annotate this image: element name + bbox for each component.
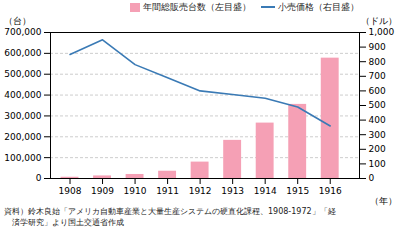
svg-text:1916: 1916 [319,186,342,196]
svg-text:100,000: 100,000 [4,153,41,163]
svg-text:1914: 1914 [254,186,277,196]
svg-text:1915: 1915 [286,186,309,196]
svg-text:400,000: 400,000 [4,90,41,100]
svg-text:（台）: （台） [4,16,31,26]
svg-text:1913: 1913 [221,186,244,196]
svg-text:700,000: 700,000 [4,27,41,37]
svg-text:100: 100 [369,159,386,169]
svg-text:300,000: 300,000 [4,111,41,121]
html-text:年間総販売台数（左目盛）: 年間総販売台数（左目盛） [143,1,251,12]
svg-text:300: 300 [369,130,386,140]
svg-text:（年）: （年） [370,196,397,206]
html-text:済学研究」より国土交通省作成: 済学研究」より国土交通省作成 [4,218,124,227]
svg-text:1911: 1911 [156,186,179,196]
svg-text:500: 500 [369,100,386,110]
svg-text:（ドル）: （ドル） [361,16,397,26]
svg-text:600,000: 600,000 [4,48,41,58]
svg-text:1908: 1908 [59,186,82,196]
svg-text:0: 0 [36,173,42,183]
html-text:資料）鈴木良始「アメリカ自動車産業と大量生産システムの硬直化: 資料）鈴木良始「アメリカ自動車産業と大量生産システムの硬直化課程、1908-19… [4,207,336,216]
html-text:小売価格（右目盛）: 小売価格（右目盛） [278,1,359,12]
svg-text:200: 200 [369,144,386,154]
svg-text:1910: 1910 [124,186,147,196]
svg-text:600: 600 [369,86,386,96]
svg-text:1909: 1909 [91,186,114,196]
svg-text:800: 800 [369,57,386,67]
svg-text:700: 700 [369,71,386,81]
svg-text:900: 900 [369,42,386,52]
svg-text:1,000: 1,000 [369,27,395,37]
svg-text:1912: 1912 [189,186,212,196]
svg-text:0: 0 [369,173,375,183]
svg-text:400: 400 [369,115,386,125]
svg-text:500,000: 500,000 [4,69,41,79]
svg-text:200,000: 200,000 [4,132,41,142]
